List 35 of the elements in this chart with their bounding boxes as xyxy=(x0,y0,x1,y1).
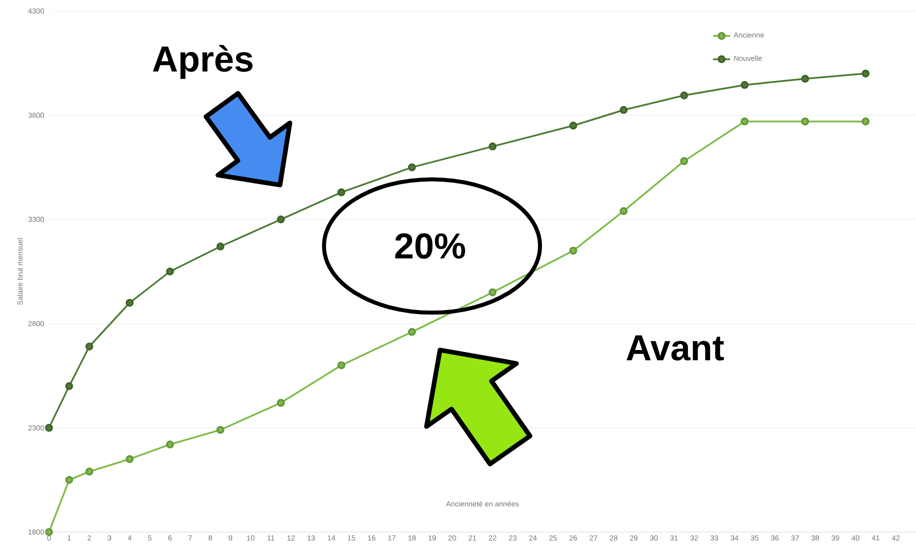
point xyxy=(569,246,578,255)
point xyxy=(801,74,810,83)
point xyxy=(45,424,53,432)
point xyxy=(85,468,94,476)
point xyxy=(276,215,285,224)
point xyxy=(408,328,416,336)
annotation: 20% xyxy=(395,233,466,259)
point xyxy=(488,142,497,150)
point xyxy=(620,207,628,215)
point xyxy=(801,118,810,126)
point xyxy=(216,426,224,434)
point xyxy=(740,81,749,89)
point xyxy=(65,476,74,484)
point xyxy=(276,398,285,407)
point xyxy=(337,188,346,196)
point xyxy=(126,455,134,463)
point xyxy=(569,122,578,130)
point xyxy=(408,163,416,172)
point xyxy=(45,528,53,536)
point xyxy=(65,382,74,390)
point xyxy=(126,298,134,307)
point xyxy=(337,361,346,370)
point xyxy=(216,242,224,250)
point xyxy=(166,268,174,276)
annotation: Après xyxy=(152,45,253,79)
point xyxy=(680,157,688,165)
point xyxy=(862,70,870,78)
point xyxy=(488,288,497,296)
point xyxy=(85,342,94,350)
point xyxy=(862,118,870,126)
annotation: Avant xyxy=(626,335,724,361)
point xyxy=(166,440,174,448)
point xyxy=(620,106,628,114)
point xyxy=(740,118,749,126)
point xyxy=(680,91,688,100)
